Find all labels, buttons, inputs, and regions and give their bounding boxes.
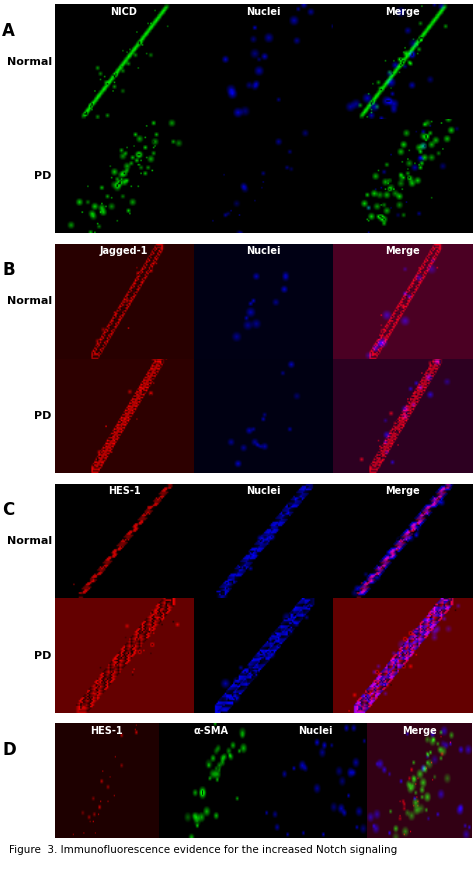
Text: PD: PD (35, 651, 52, 661)
Text: Nuclei: Nuclei (246, 246, 280, 257)
Text: Normal: Normal (7, 296, 52, 306)
Text: Jagged-1: Jagged-1 (100, 246, 148, 257)
Text: Normal: Normal (7, 56, 52, 67)
Text: A: A (2, 21, 15, 40)
Text: HES-1: HES-1 (91, 726, 123, 736)
Text: PD: PD (35, 171, 52, 181)
Text: NICD: NICD (110, 7, 137, 17)
Text: B: B (2, 261, 15, 280)
Text: HES-1: HES-1 (108, 486, 140, 496)
Text: Nuclei: Nuclei (246, 7, 280, 17)
Text: α-SMA: α-SMA (193, 726, 228, 736)
Text: C: C (2, 501, 15, 519)
Text: Figure  3. Immunofluorescence evidence for the increased Notch signaling: Figure 3. Immunofluorescence evidence fo… (9, 845, 398, 855)
Text: Nuclei: Nuclei (298, 726, 332, 736)
Text: D: D (2, 741, 16, 759)
Text: Normal: Normal (7, 536, 52, 546)
Text: Merge: Merge (385, 246, 419, 257)
Text: Merge: Merge (385, 7, 419, 17)
Text: Merge: Merge (402, 726, 437, 736)
Text: Nuclei: Nuclei (246, 486, 280, 496)
Text: PD: PD (35, 411, 52, 421)
Text: Merge: Merge (385, 486, 419, 496)
